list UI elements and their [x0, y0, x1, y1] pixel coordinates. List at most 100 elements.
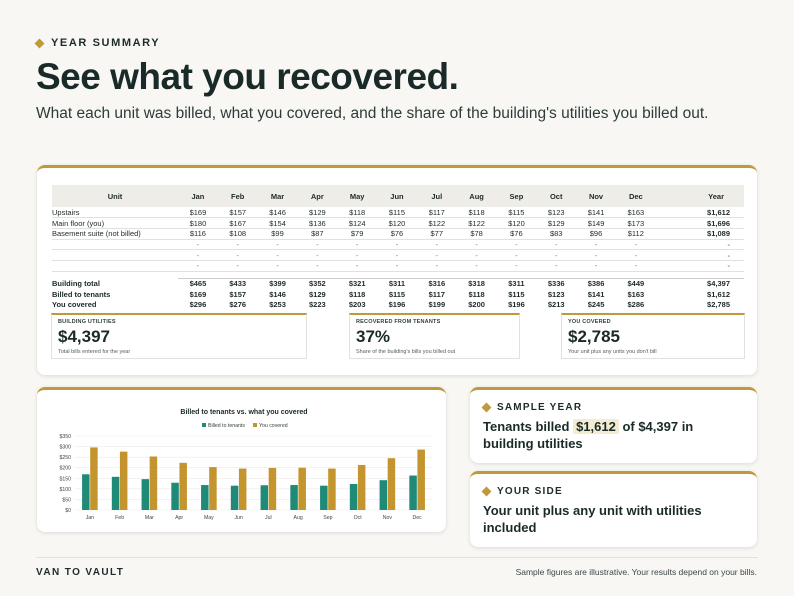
- bar-covered: [357, 464, 366, 510]
- table-cell: $196: [388, 300, 406, 310]
- table-cell: -: [496, 239, 537, 251]
- table-cell: $115: [508, 289, 525, 299]
- row-label: Billed to tenants: [52, 289, 111, 299]
- table-row: Upstairs $169 $157 $146 $129 $118 $115 $117 $118…: [52, 207, 744, 219]
- stat-you-covered: YOU COVERED $2,785 Your unit plus any un…: [561, 313, 745, 359]
- table-spacer: [52, 271, 744, 279]
- table-cell: $253: [269, 300, 286, 310]
- table-cell: $1,612: [655, 207, 744, 219]
- table-row: -------------: [52, 239, 744, 251]
- stat-value: $2,785: [568, 327, 620, 346]
- x-tick-label: Apr: [175, 515, 183, 521]
- y-tick-label: $0: [65, 508, 71, 514]
- table-cell: $129: [297, 207, 338, 219]
- x-tick-label: Mar: [145, 515, 154, 521]
- table-cell: $78: [456, 228, 497, 240]
- bar-billed: [82, 474, 90, 510]
- table-cell: $200: [468, 300, 485, 310]
- column-header-unit: Unit: [52, 185, 178, 207]
- table-cell: $433: [229, 279, 247, 289]
- table-cell: -: [217, 260, 258, 272]
- table-cell: -: [456, 260, 497, 272]
- table-cell: $203: [348, 300, 366, 310]
- eyebrow: YEAR SUMMARY: [34, 37, 161, 49]
- table-cell: $118: [468, 289, 485, 299]
- table-cell: $118: [349, 289, 366, 299]
- table-cell: $321: [348, 279, 366, 289]
- table-cell: $169: [178, 207, 218, 219]
- table-header-row: Unit Jan Feb Mar Apr May Jun Jul Aug Sep Oct Nov Dec…: [52, 185, 744, 207]
- table-cell: -: [655, 239, 744, 251]
- column-header: Jul: [416, 185, 457, 207]
- table-row: Billed to tenants $169 $157 $146 $129 $118 $11…: [52, 289, 744, 300]
- table-cell: $117: [428, 289, 445, 299]
- bar-billed: [171, 482, 179, 510]
- sample-year-card: SAMPLE YEAR Tenants billed $1,612 of $4,…: [470, 387, 757, 463]
- row-label: Basement suite (not billed): [52, 228, 178, 240]
- x-tick-label: Nov: [383, 515, 393, 521]
- sample-year-tag-label: SAMPLE YEAR: [497, 402, 583, 413]
- table-row: Basement suite (not billed) $116 $108 $99 $8…: [52, 228, 744, 240]
- table-cell: -: [178, 239, 218, 251]
- table-cell: -: [416, 239, 457, 251]
- sample-year-rest: of $4,397 in building utilities: [483, 419, 694, 451]
- table-cell: $1,612: [707, 289, 730, 299]
- y-tick-label: $350: [59, 434, 71, 440]
- table-cell: -: [496, 249, 537, 261]
- table-cell: $99: [257, 228, 298, 240]
- table-cell: -: [257, 249, 298, 261]
- legend-swatch: [253, 423, 257, 427]
- table-cell: -: [337, 239, 378, 251]
- table-cell: $83: [536, 228, 577, 240]
- table-row: -------------: [52, 260, 744, 272]
- stat-label: YOU COVERED: [568, 319, 611, 325]
- table-cell: $108: [217, 228, 258, 240]
- bar-billed: [409, 475, 417, 510]
- stat-label: BUILDING UTILITIES: [58, 319, 116, 325]
- table-cell: $180: [178, 217, 218, 229]
- table-cell: $117: [416, 207, 457, 219]
- table-cell: -: [178, 249, 218, 261]
- table-cell: $167: [217, 217, 258, 229]
- table-cell: $311: [388, 279, 406, 289]
- column-header: Dec: [615, 185, 656, 207]
- row-label: Upstairs: [52, 207, 178, 219]
- table-cell: $169: [189, 289, 207, 299]
- y-tick-label: $50: [62, 497, 71, 503]
- table-cell: $123: [536, 207, 577, 219]
- row-label: [52, 249, 178, 261]
- stat-note: Share of the building's bills you billed…: [356, 349, 456, 355]
- page-title: See what you recovered.: [36, 56, 459, 97]
- chart-title: Billed to tenants vs. what you covered: [180, 409, 307, 416]
- table-cell: $96: [576, 228, 616, 240]
- table-cell: $157: [217, 207, 258, 219]
- bar-covered: [387, 458, 396, 510]
- table-row: -------------: [52, 249, 744, 261]
- table-cell: $118: [456, 207, 497, 219]
- row-label: You covered: [52, 300, 97, 310]
- row-label: [52, 239, 178, 251]
- table-cell: $112: [615, 228, 656, 240]
- stat-value: 37%: [356, 327, 391, 346]
- eyebrow-label: YEAR SUMMARY: [51, 37, 161, 49]
- table-cell: $120: [496, 217, 537, 229]
- table-cell: -: [655, 249, 744, 261]
- table-cell: -: [615, 249, 656, 261]
- column-header: Feb: [217, 185, 258, 207]
- table-cell: $336: [547, 279, 565, 289]
- table-cell: $449: [627, 279, 645, 289]
- table-cell: -: [536, 260, 577, 272]
- table-cell: $296: [189, 300, 207, 310]
- table-cell: $122: [416, 217, 457, 229]
- column-header: Apr: [297, 185, 338, 207]
- column-header: Nov: [576, 185, 616, 207]
- x-tick-label: Aug: [294, 515, 303, 521]
- your-side-tag: YOUR SIDE: [481, 486, 744, 497]
- year-table-card: Unit Jan Feb Mar Apr May Jun Jul Aug Sep Oct Nov Dec…: [37, 165, 757, 375]
- table-cell: $120: [377, 217, 417, 229]
- disclaimer: Sample figures are illustrative. Your re…: [515, 567, 757, 577]
- table-cell: $141: [576, 207, 616, 219]
- stat-value: $4,397: [58, 327, 110, 346]
- table-cell: -: [576, 249, 616, 261]
- table-cell: -: [416, 249, 457, 261]
